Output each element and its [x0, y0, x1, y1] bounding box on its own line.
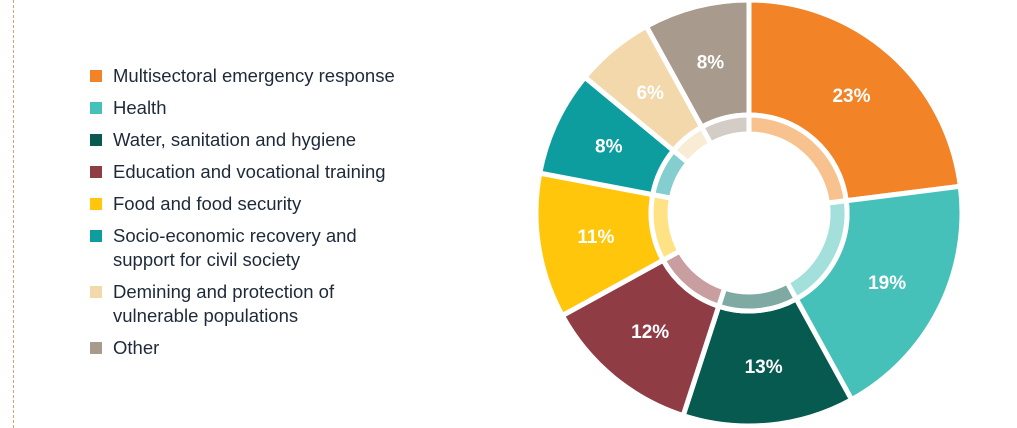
legend-label: Water, sanitation and hygiene — [113, 129, 357, 150]
legend-label: Other — [113, 337, 160, 358]
donut-chart: 23% 19% 13% 12% 11% 8% 6% 8% — [533, 0, 965, 428]
legend-swatch — [90, 286, 102, 298]
legend-swatch — [90, 198, 102, 210]
legend-item: Food and food security — [90, 192, 490, 216]
pie-slice-inner-ring — [698, 112, 752, 148]
slice-value-label: 23% — [832, 86, 870, 107]
donut-value-labels: 23% 19% 13% 12% 11% 8% 6% 8% — [577, 52, 906, 377]
dashed-border-line — [13, 0, 14, 428]
legend-label: Education and vocational training — [113, 161, 386, 182]
slice-value-label: 8% — [697, 52, 725, 73]
legend-item: Socio-economic recovery and support for c… — [90, 224, 490, 272]
legend-item: Education and vocational training — [90, 160, 490, 184]
legend-item: Multisectoral emergency response — [90, 64, 490, 88]
legend-item: Demining and protection of vulnerable pop… — [90, 280, 490, 328]
legend-item: Health — [90, 96, 490, 120]
slice-value-label: 13% — [745, 357, 783, 378]
legend-item: Water, sanitation and hygiene — [90, 128, 490, 152]
slice-value-label: 19% — [868, 273, 906, 294]
slice-value-label: 11% — [577, 227, 614, 248]
chart-legend: Multisectoral emergency response Health Wa… — [90, 64, 490, 368]
legend-swatch — [90, 102, 102, 114]
legend-label: Demining and protection of vulnerable pop… — [113, 281, 335, 326]
legend-label: Socio-economic recovery and support for c… — [113, 225, 357, 270]
legend-label: Food and food security — [113, 193, 302, 214]
legend-swatch — [90, 342, 102, 354]
legend-swatch — [90, 134, 102, 146]
slice-value-label: 12% — [631, 322, 669, 343]
legend-swatch — [90, 166, 102, 178]
pie-slice-inner-ring — [715, 278, 800, 314]
donut-inner-ring — [648, 112, 850, 314]
legend-item: Other — [90, 336, 490, 360]
slice-value-label: 8% — [595, 137, 623, 158]
legend-label: Health — [113, 97, 167, 118]
legend-swatch — [90, 230, 102, 242]
legend-label: Multisectoral emergency response — [113, 65, 395, 86]
slice-value-label: 6% — [636, 83, 664, 104]
legend-swatch — [90, 70, 102, 82]
